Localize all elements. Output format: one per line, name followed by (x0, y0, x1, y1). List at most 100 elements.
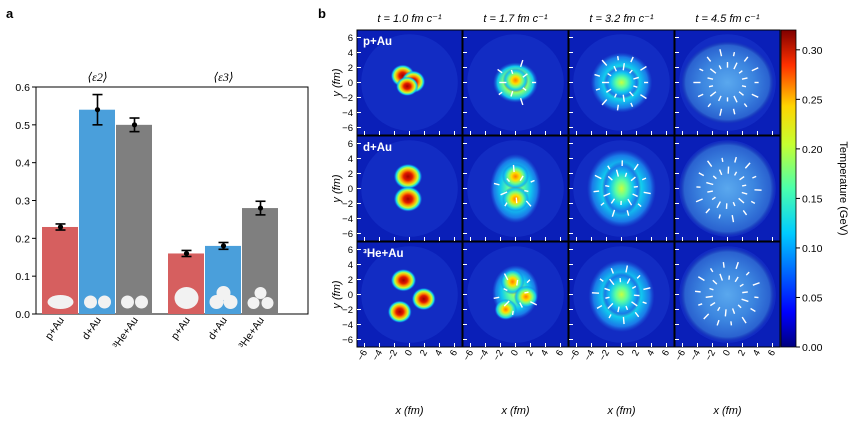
flow-arrow (625, 305, 629, 311)
flow-arrow (741, 316, 747, 324)
y-tick-label: 0.3 (15, 196, 30, 208)
flow-arrow (741, 191, 748, 195)
flow-arrow (593, 190, 600, 193)
flow-arrow (610, 268, 614, 274)
flow-arrow (615, 169, 620, 177)
flow-arrow (721, 157, 724, 163)
flow-arrow (735, 261, 739, 270)
flow-arrow (605, 184, 610, 188)
y-tick-label: 4 (348, 48, 353, 59)
temperature-blob (502, 186, 529, 212)
y-tick-label: 4 (348, 260, 353, 271)
y-tick-label: −4 (342, 320, 353, 331)
x-tick-label: 2 (524, 348, 536, 358)
time-label: t = 4.5 fm c⁻¹ (695, 13, 760, 25)
colorbar-tick-label: 0.30 (802, 45, 823, 57)
flow-arrow (617, 56, 619, 61)
flow-arrow (503, 288, 508, 292)
flow-arrow (738, 70, 743, 74)
x-tick-label: 0 (509, 348, 521, 358)
y-tick-label: 2 (348, 275, 353, 286)
flow-arrow (493, 296, 500, 299)
flow-arrow (732, 108, 736, 115)
x-tick-label: −2 (703, 348, 718, 363)
flow-arrow (718, 214, 721, 219)
flow-arrow (640, 94, 647, 100)
flow-arrow (630, 176, 636, 182)
data-point (220, 243, 227, 249)
flow-arrow (610, 198, 616, 204)
flow-arrow (608, 314, 612, 319)
x-tick-label: −4 (476, 348, 491, 363)
colorbar-tick-label: 0.15 (802, 193, 823, 205)
y-axis-label: y (fm) (331, 280, 343, 309)
y-tick-label: 6 (348, 245, 353, 256)
flow-arrow (525, 200, 532, 207)
time-label: t = 3.2 fm c⁻¹ (589, 13, 654, 25)
nucleon-shape-icon (216, 286, 231, 300)
flow-arrow (607, 175, 613, 181)
flow-arrow (622, 316, 625, 325)
x-tick-label: 2 (418, 348, 430, 358)
temperature-blob (681, 41, 774, 124)
flow-arrow (625, 265, 629, 273)
flow-arrow (519, 302, 523, 308)
flow-arrow (739, 283, 744, 288)
flow-arrow (741, 298, 749, 303)
temperature-blob (514, 285, 538, 308)
flow-arrow (716, 319, 720, 326)
flow-arrow (709, 301, 716, 307)
flow-arrow (599, 278, 604, 282)
flow-arrow (697, 93, 704, 98)
category-label: d+Au (80, 315, 104, 342)
flow-arrow (722, 262, 725, 268)
flow-arrow (605, 88, 612, 93)
x-axis-label: x (fm) (394, 405, 423, 417)
flow-arrow (503, 273, 509, 281)
flow-arrow (637, 203, 642, 208)
flow-arrow (524, 189, 529, 193)
flow-arrow (718, 65, 722, 70)
temperature-blob (679, 140, 776, 237)
nucleon-shape-icon (254, 287, 267, 299)
flow-arrow (643, 287, 651, 291)
flow-arrow (605, 296, 610, 299)
y-tick-label: 4 (348, 154, 353, 165)
flow-arrow (526, 279, 531, 284)
y-axis-label: y (fm) (331, 174, 343, 203)
x-tick-label: 4 (751, 348, 763, 358)
temperature-blob (393, 163, 423, 190)
nucleon-shape-icon (247, 297, 260, 309)
flow-arrow (631, 301, 638, 307)
flow-arrow (633, 163, 639, 171)
y-tick-label: −2 (342, 305, 353, 316)
flow-arrow (607, 302, 614, 309)
heatmap-halo (361, 246, 458, 343)
flow-arrow (737, 304, 742, 309)
temperature-blob (396, 76, 419, 96)
y-tick-label: 0.1 (15, 271, 30, 283)
proton-shape-icon (174, 287, 199, 309)
category-label: ³He+Au (237, 315, 268, 351)
flow-arrow (698, 172, 705, 177)
flow-arrow (709, 91, 717, 97)
flow-arrow (512, 164, 515, 173)
flow-arrow (708, 85, 714, 88)
flow-arrow (604, 287, 611, 292)
flow-arrow (519, 59, 524, 68)
flow-arrow (750, 307, 756, 313)
category-label: p+Au (43, 315, 67, 342)
flow-arrow (709, 68, 717, 74)
flow-arrow (633, 85, 638, 88)
flow-arrow (732, 51, 736, 57)
flow-arrow (640, 65, 647, 71)
nucleon-shape-icon (84, 295, 97, 309)
flow-arrow (498, 91, 503, 96)
x-tick-label: −4 (370, 348, 385, 363)
flow-arrow (709, 268, 714, 273)
y-tick-label: 0 (348, 290, 353, 301)
flow-arrow (739, 175, 745, 181)
flow-arrow (636, 274, 641, 279)
flow-arrow (530, 179, 535, 183)
flow-arrow (733, 171, 738, 176)
